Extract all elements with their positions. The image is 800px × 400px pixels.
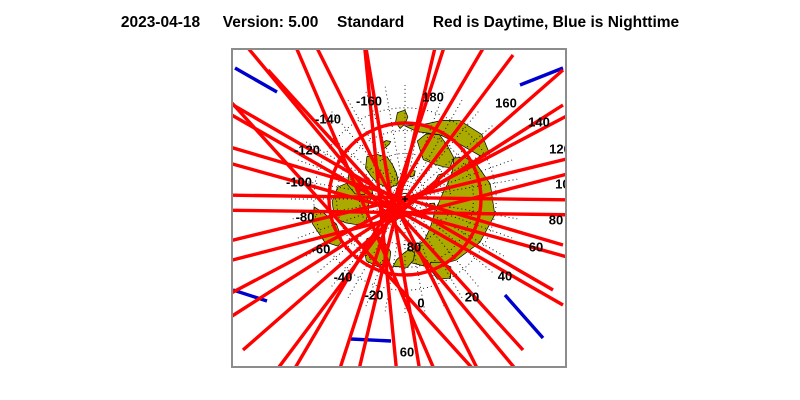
graticule-line <box>405 199 493 273</box>
daytime-track <box>363 50 398 366</box>
map-canvas <box>233 50 565 366</box>
graticule-line <box>405 199 504 257</box>
title-version: Version: 5.00 <box>222 14 319 31</box>
daytime-track <box>233 208 565 217</box>
page-title: 2023-04-18 Version: 5.00 Standard Red is… <box>0 14 800 32</box>
graticule-line <box>404 199 445 307</box>
daytime-track <box>233 146 564 247</box>
pole-marker <box>402 196 408 202</box>
graticule-line <box>384 200 406 312</box>
graticule-line <box>306 141 405 199</box>
daytime-track <box>295 50 435 366</box>
daytime-track <box>233 113 564 307</box>
graticule-line <box>405 198 513 239</box>
daytime-track <box>233 101 473 366</box>
title-legend: Red is Daytime, Blue is Nighttime <box>432 14 680 31</box>
title-gap-1 <box>204 14 218 32</box>
graticule-line <box>317 199 405 273</box>
daytime-track <box>233 114 565 295</box>
daytime-track <box>233 103 564 318</box>
nighttime-track <box>234 66 278 94</box>
graticule-line <box>331 111 405 199</box>
nighttime-track <box>350 337 392 343</box>
graticule-line <box>405 111 479 199</box>
title-gap-2 <box>323 14 333 32</box>
graticule-line <box>292 198 404 220</box>
graticule-line <box>405 159 513 200</box>
graticule-line <box>292 178 404 200</box>
graticule-line <box>297 198 405 239</box>
graticule-line <box>317 125 405 199</box>
graticule-line <box>406 178 518 200</box>
title-date: 2023-04-18 <box>120 14 201 31</box>
title-mode: Standard <box>337 14 405 31</box>
graticule-line <box>405 100 463 199</box>
title-gap-3 <box>409 14 429 32</box>
polar-map[interactable]: 180-160160-140140-120120-100100-8080-606… <box>231 48 567 368</box>
graticule-line <box>405 199 463 298</box>
daytime-track-group <box>233 50 565 366</box>
graticule-line <box>405 199 479 287</box>
graticule-line <box>404 200 426 312</box>
graticule-line <box>405 141 504 199</box>
nighttime-track <box>503 293 545 340</box>
graticule-line <box>405 125 493 199</box>
nighttime-track <box>519 66 564 87</box>
daytime-track <box>247 50 516 366</box>
graticule-line <box>384 86 406 198</box>
graticule-line <box>365 91 406 199</box>
daytime-track <box>233 172 565 262</box>
graticule-line <box>347 199 405 298</box>
graticule-line <box>406 198 518 220</box>
